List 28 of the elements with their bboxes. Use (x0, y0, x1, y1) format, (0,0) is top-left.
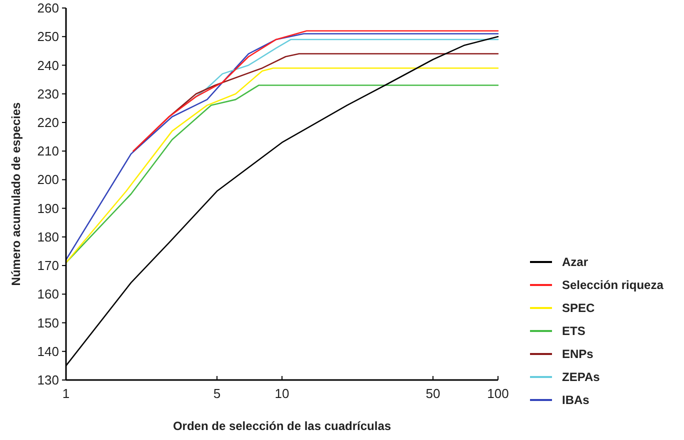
legend-label: ETS (562, 324, 586, 338)
x-tick-label: 5 (213, 386, 221, 401)
y-tick-label: 130 (37, 372, 59, 388)
x-tick-label: 100 (487, 386, 509, 401)
y-tick-label: 210 (37, 144, 59, 159)
y-tick-label: 240 (37, 58, 59, 73)
y-tick-label: 200 (37, 172, 59, 188)
legend-label: SPEC (562, 301, 596, 316)
y-tick-label: 220 (37, 115, 59, 130)
y-tick-label: 250 (37, 29, 59, 44)
legend-label: Azar (562, 255, 588, 270)
x-tick-label: 10 (274, 386, 290, 401)
legend-label: IBAs (562, 393, 590, 408)
legend-label: Selección riqueza (562, 278, 664, 292)
x-axis-title: Orden de selección de las cuadrículas (172, 419, 392, 433)
y-tick-label: 260 (37, 0, 59, 16)
y-tick-label: 190 (37, 200, 59, 216)
legend-label: ZEPAs (562, 370, 600, 384)
y-tick-label: 180 (37, 229, 59, 244)
y-tick-label: 230 (37, 86, 59, 102)
y-axis-title: Número acumulado de especies (9, 102, 23, 286)
legend-label: ENPs (562, 347, 594, 362)
x-tick-label: 50 (426, 386, 440, 401)
x-tick-label: 1 (62, 386, 70, 401)
y-tick-label: 140 (37, 344, 59, 359)
y-tick-label: 170 (37, 258, 59, 274)
y-tick-label: 150 (37, 315, 59, 330)
y-tick-label: 160 (37, 286, 59, 302)
